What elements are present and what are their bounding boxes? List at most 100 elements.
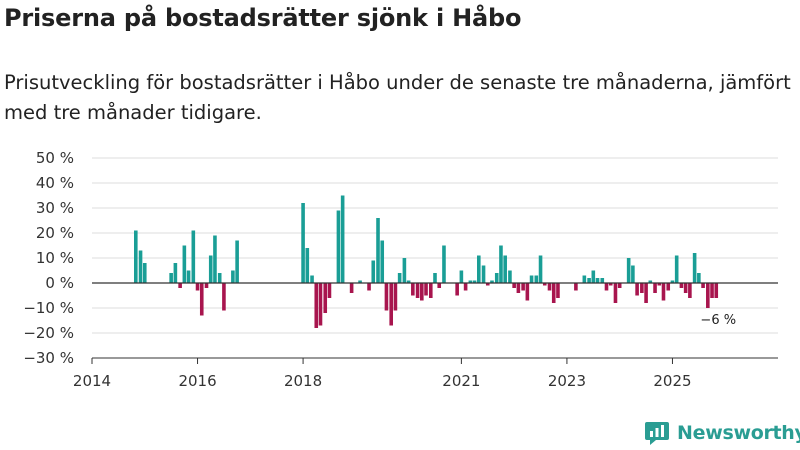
bar: [626, 258, 631, 283]
bar: [670, 280, 675, 283]
bar: [468, 280, 473, 283]
bar: [613, 283, 618, 303]
bar: [437, 283, 442, 288]
bar: [222, 283, 226, 311]
bar: [428, 283, 433, 298]
bar: [310, 275, 314, 283]
bar: [420, 283, 424, 301]
bar: [406, 280, 411, 283]
bar: [327, 283, 332, 298]
bar: [213, 235, 217, 283]
bar: [485, 283, 490, 286]
bar: [314, 283, 319, 328]
bar: [340, 195, 345, 283]
bar: [490, 280, 494, 283]
bar: [608, 283, 613, 286]
y-tick-label: 50 %: [36, 149, 74, 167]
bar: [138, 250, 143, 283]
bar: [208, 255, 213, 283]
y-tick-label: 0 %: [45, 274, 74, 292]
x-tick-label: 2023: [548, 372, 586, 390]
bar: [604, 283, 609, 291]
bar: [199, 283, 204, 316]
bar: [358, 280, 362, 283]
y-tick-label: 40 %: [36, 174, 74, 192]
bar: [336, 210, 341, 283]
bar: [433, 273, 437, 283]
bar: [397, 273, 402, 283]
bar: [648, 280, 653, 283]
bar: [697, 273, 701, 283]
bar: [521, 283, 525, 291]
bar: [455, 283, 459, 296]
bar: [323, 283, 328, 313]
bar: [595, 278, 600, 283]
x-tick-label: 2025: [653, 372, 691, 390]
bar: [688, 283, 692, 298]
bar: [714, 283, 719, 298]
bar: [666, 283, 671, 291]
bar: [217, 273, 222, 283]
x-tick-label: 2016: [178, 372, 216, 390]
bar: [173, 263, 178, 283]
bar: [393, 283, 398, 311]
bar: [538, 255, 543, 283]
bar: [371, 260, 376, 283]
bar: [195, 283, 200, 291]
bar: [631, 265, 635, 283]
bar: [424, 283, 428, 296]
bar: [186, 270, 191, 283]
bar: [657, 283, 662, 286]
bar: [600, 278, 605, 283]
bar: [459, 270, 464, 283]
bar: [503, 255, 507, 283]
bars: [134, 195, 719, 328]
bar: [235, 240, 239, 283]
bar: [542, 283, 547, 286]
bar: [204, 283, 209, 288]
bar: [499, 245, 503, 283]
bar: [178, 283, 182, 288]
y-tick-label: 30 %: [36, 199, 74, 217]
bar: [415, 283, 420, 298]
bar: [442, 245, 446, 283]
bar: [349, 283, 354, 293]
bar: [182, 245, 187, 283]
bar: [587, 278, 591, 283]
bar: [574, 283, 578, 291]
bar: [191, 230, 196, 283]
bar: [556, 283, 560, 298]
bar: [653, 283, 657, 293]
bar: [477, 255, 481, 283]
newsworthy-logo-icon: [645, 422, 669, 445]
bar: [512, 283, 516, 288]
bar: [516, 283, 521, 293]
bar: [402, 258, 407, 283]
bar: [710, 283, 714, 298]
bar: [529, 275, 534, 283]
bar: [640, 283, 644, 293]
bar: [706, 283, 710, 308]
x-axis-ticks: 2014 2016 2018 2021 2023 2025: [73, 358, 692, 390]
bar: [305, 248, 310, 283]
bar: [591, 270, 596, 283]
bar: [635, 283, 639, 296]
bar: [534, 275, 539, 283]
bar: [525, 283, 530, 301]
bar: [411, 283, 415, 296]
bar: [547, 283, 552, 291]
bar: [494, 273, 499, 283]
bar: [463, 283, 468, 291]
brand-logo: Newsworthy: [644, 419, 800, 447]
bar: [318, 283, 323, 326]
bar: [551, 283, 556, 303]
bar: [617, 283, 622, 288]
y-tick-label: −30 %: [23, 349, 74, 367]
y-tick-label: 10 %: [36, 249, 74, 267]
bar: [644, 283, 648, 303]
bar: [301, 203, 305, 283]
x-tick-label: 2014: [73, 372, 111, 390]
last-value-annotation: −6 %: [700, 313, 736, 328]
bar: [661, 283, 666, 301]
